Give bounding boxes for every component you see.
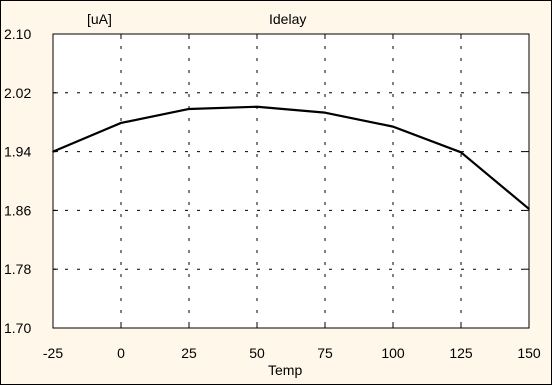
data-point: [52, 150, 54, 153]
series-layer: [52, 105, 530, 210]
data-point: [120, 122, 122, 124]
x-tick-label: 125: [449, 345, 473, 361]
plot-area: [52, 33, 530, 329]
data-point: [256, 105, 258, 108]
y-tick-label: 1.86: [4, 202, 31, 218]
x-tick-label: 50: [249, 345, 265, 361]
x-tick-label: 0: [117, 345, 125, 361]
data-point: [324, 111, 326, 114]
x-axis-label: Temp: [268, 362, 302, 378]
y-tick-label: 2.10: [4, 26, 31, 42]
y-tick-label: 2.02: [4, 85, 31, 101]
chart-title: Idelay: [269, 11, 306, 27]
y-tick-label: 1.94: [4, 144, 31, 160]
x-tick-label: 75: [317, 345, 333, 361]
data-point: [460, 151, 462, 154]
data-point: [392, 125, 394, 128]
data-point: [188, 108, 190, 110]
x-tick-label: 150: [517, 345, 541, 361]
y-tick-label: 1.78: [4, 261, 31, 277]
data-point: [528, 208, 530, 210]
x-tick-label: 25: [181, 345, 197, 361]
unit-label: [uA]: [87, 11, 112, 27]
y-tick-label: 1.70: [4, 320, 31, 336]
tick-labels: -25 0 25 50 75 100 125 150 2.10 2.02 1.94 1.86 1.78 1…: [4, 26, 541, 361]
axis-ticks: [52, 33, 530, 329]
x-tick-label: 100: [381, 345, 405, 361]
grid-lines: [53, 34, 529, 328]
x-tick-label: -25: [43, 345, 63, 361]
series-line: [52, 105, 530, 210]
